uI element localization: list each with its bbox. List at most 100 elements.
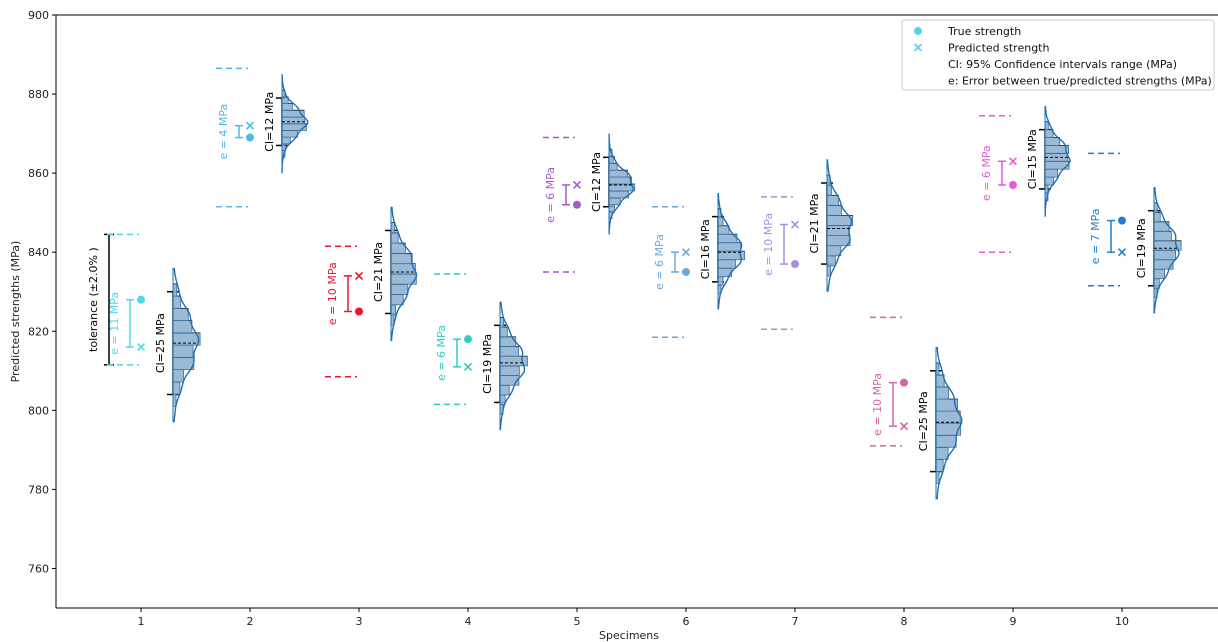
histogram-bar: [826, 204, 842, 216]
true-strength-point: [1009, 180, 1017, 189]
density-curve: [173, 267, 200, 423]
histogram-bar: [935, 434, 957, 448]
histogram-bar: [499, 365, 520, 376]
specimen-4-group: e = 6 MPa CI=19 MPa: [434, 273, 528, 431]
histogram-bar: [390, 222, 395, 234]
y-tick-label: 820: [28, 325, 49, 338]
histogram-bar: [281, 103, 293, 111]
legend: True strength Predicted strength CI: 95% C…: [901, 19, 1215, 91]
ci-label: CI=19 MPa: [1135, 218, 1148, 278]
specimen-6-group: e = 6 MPa CI=16 MPa: [652, 192, 746, 338]
ci-label: CI=12 MPa: [590, 152, 603, 212]
x-tick-label: 5: [574, 615, 581, 628]
x-tick-label: 10: [1115, 615, 1129, 628]
histogram-bar: [499, 317, 504, 328]
predicted-strength-marker: [572, 180, 582, 190]
histogram-bar: [1153, 278, 1160, 289]
y-tick-label: 860: [28, 167, 49, 180]
histogram-bar: [935, 458, 944, 472]
y-tick-label: 760: [28, 562, 49, 575]
histogram-bar: [826, 235, 851, 247]
histogram-bar: [826, 225, 850, 236]
predicted-strength-marker: [354, 271, 364, 280]
true-strength-point: [900, 378, 908, 387]
ci-label: CI=15 MPa: [1026, 129, 1039, 189]
specimen-1-group: e = 11 MPa CI=25 MPa: [107, 233, 201, 423]
specimen-5-group: e = 6 MPa CI=12 MPa: [543, 133, 636, 273]
error-label: e = 10 MPa: [762, 213, 775, 276]
predicted-strength-marker: [245, 121, 255, 130]
histogram-bar: [172, 344, 194, 358]
histogram-bar: [935, 446, 949, 460]
error-label: e = 10 MPa: [871, 373, 884, 436]
specimen-8-group: e = 10 MPa CI=25 MPa: [870, 316, 963, 500]
histogram-bar: [717, 242, 742, 252]
histogram-bar: [172, 356, 195, 371]
ci-label: CI=21 MPa: [808, 194, 821, 254]
true-strength-point: [1118, 216, 1126, 225]
predicted-strength-marker: [899, 422, 909, 431]
histogram-bar: [1153, 211, 1161, 223]
legend-entry-label: True strength: [947, 25, 1021, 38]
histogram-bar: [717, 276, 724, 286]
error-label: e = 6 MPa: [980, 145, 993, 201]
true-strength-point: [246, 133, 254, 142]
ci-label: CI=21 MPa: [372, 242, 385, 302]
histogram-bar: [172, 307, 189, 321]
specimen-7-group: e = 10 MPa CI=21 MPa: [761, 159, 854, 331]
x-tick-label: 4: [465, 615, 472, 628]
predicted-strength-marker: [136, 343, 146, 352]
histogram-bar: [717, 259, 736, 269]
histogram-bar: [499, 384, 510, 396]
histogram-bar: [608, 197, 621, 206]
histogram-bar: [935, 410, 961, 424]
legend-entry-label: CI: 95% Confidence intervals range (MPa): [948, 58, 1177, 71]
x-tick-label: 7: [792, 615, 799, 628]
histogram-bar: [826, 265, 831, 277]
histogram-bar: [499, 346, 519, 357]
legend-box: [901, 19, 1215, 91]
y-tick-label: 840: [28, 246, 49, 259]
legend-entry-label: Predicted strength: [948, 42, 1049, 55]
density-curve: [1153, 186, 1180, 314]
x-tick-label: 1: [138, 615, 145, 628]
y-tick-label: 800: [28, 404, 49, 417]
specimen-2-group: e = 4 MPa CI=12 MPa: [216, 67, 309, 208]
error-label: e = 10 MPa: [326, 262, 339, 325]
predicted-strength-marker: [790, 220, 800, 229]
histogram-bar: [608, 155, 614, 164]
histogram-bar: [281, 136, 291, 145]
density-curve: [390, 206, 418, 342]
ci-label: CI=25 MPa: [154, 313, 167, 373]
histogram-bar: [281, 123, 307, 131]
histogram-bar: [608, 204, 615, 213]
specimen-9-group: e = 6 MPa CI=15 MPa: [979, 105, 1071, 253]
histogram-bar: [1153, 230, 1172, 242]
x-tick-label: 6: [683, 615, 690, 628]
histogram-bar: [1153, 268, 1165, 280]
y-tick-label: 900: [28, 9, 49, 22]
histogram-bar: [390, 304, 397, 316]
histogram-bar: [717, 216, 724, 227]
x-tick-label: 9: [1010, 615, 1017, 628]
error-label: e = 7 MPa: [1089, 208, 1102, 264]
density-curve: [281, 74, 309, 174]
density-curve: [936, 347, 963, 500]
predicted-strength-marker: [681, 248, 691, 257]
histogram-bar: [390, 294, 404, 306]
ci-label: CI=16 MPa: [699, 219, 712, 279]
true-strength-point: [137, 295, 145, 304]
true-strength-point: [573, 200, 581, 209]
specimen-3-group: e = 10 MPa CI=21 MPa: [325, 206, 418, 378]
histogram-bar: [826, 245, 842, 257]
histogram-bar: [826, 215, 854, 226]
histogram-bar: [826, 255, 836, 267]
histogram-bar: [172, 369, 184, 383]
histogram-bar: [935, 386, 950, 400]
tolerance-label: tolerance (±2.0% ): [87, 247, 100, 352]
y-tick-label: 780: [28, 483, 49, 496]
error-label: e = 6 MPa: [435, 325, 448, 381]
histogram-bar: [1153, 249, 1176, 261]
histogram-bar: [826, 184, 832, 196]
